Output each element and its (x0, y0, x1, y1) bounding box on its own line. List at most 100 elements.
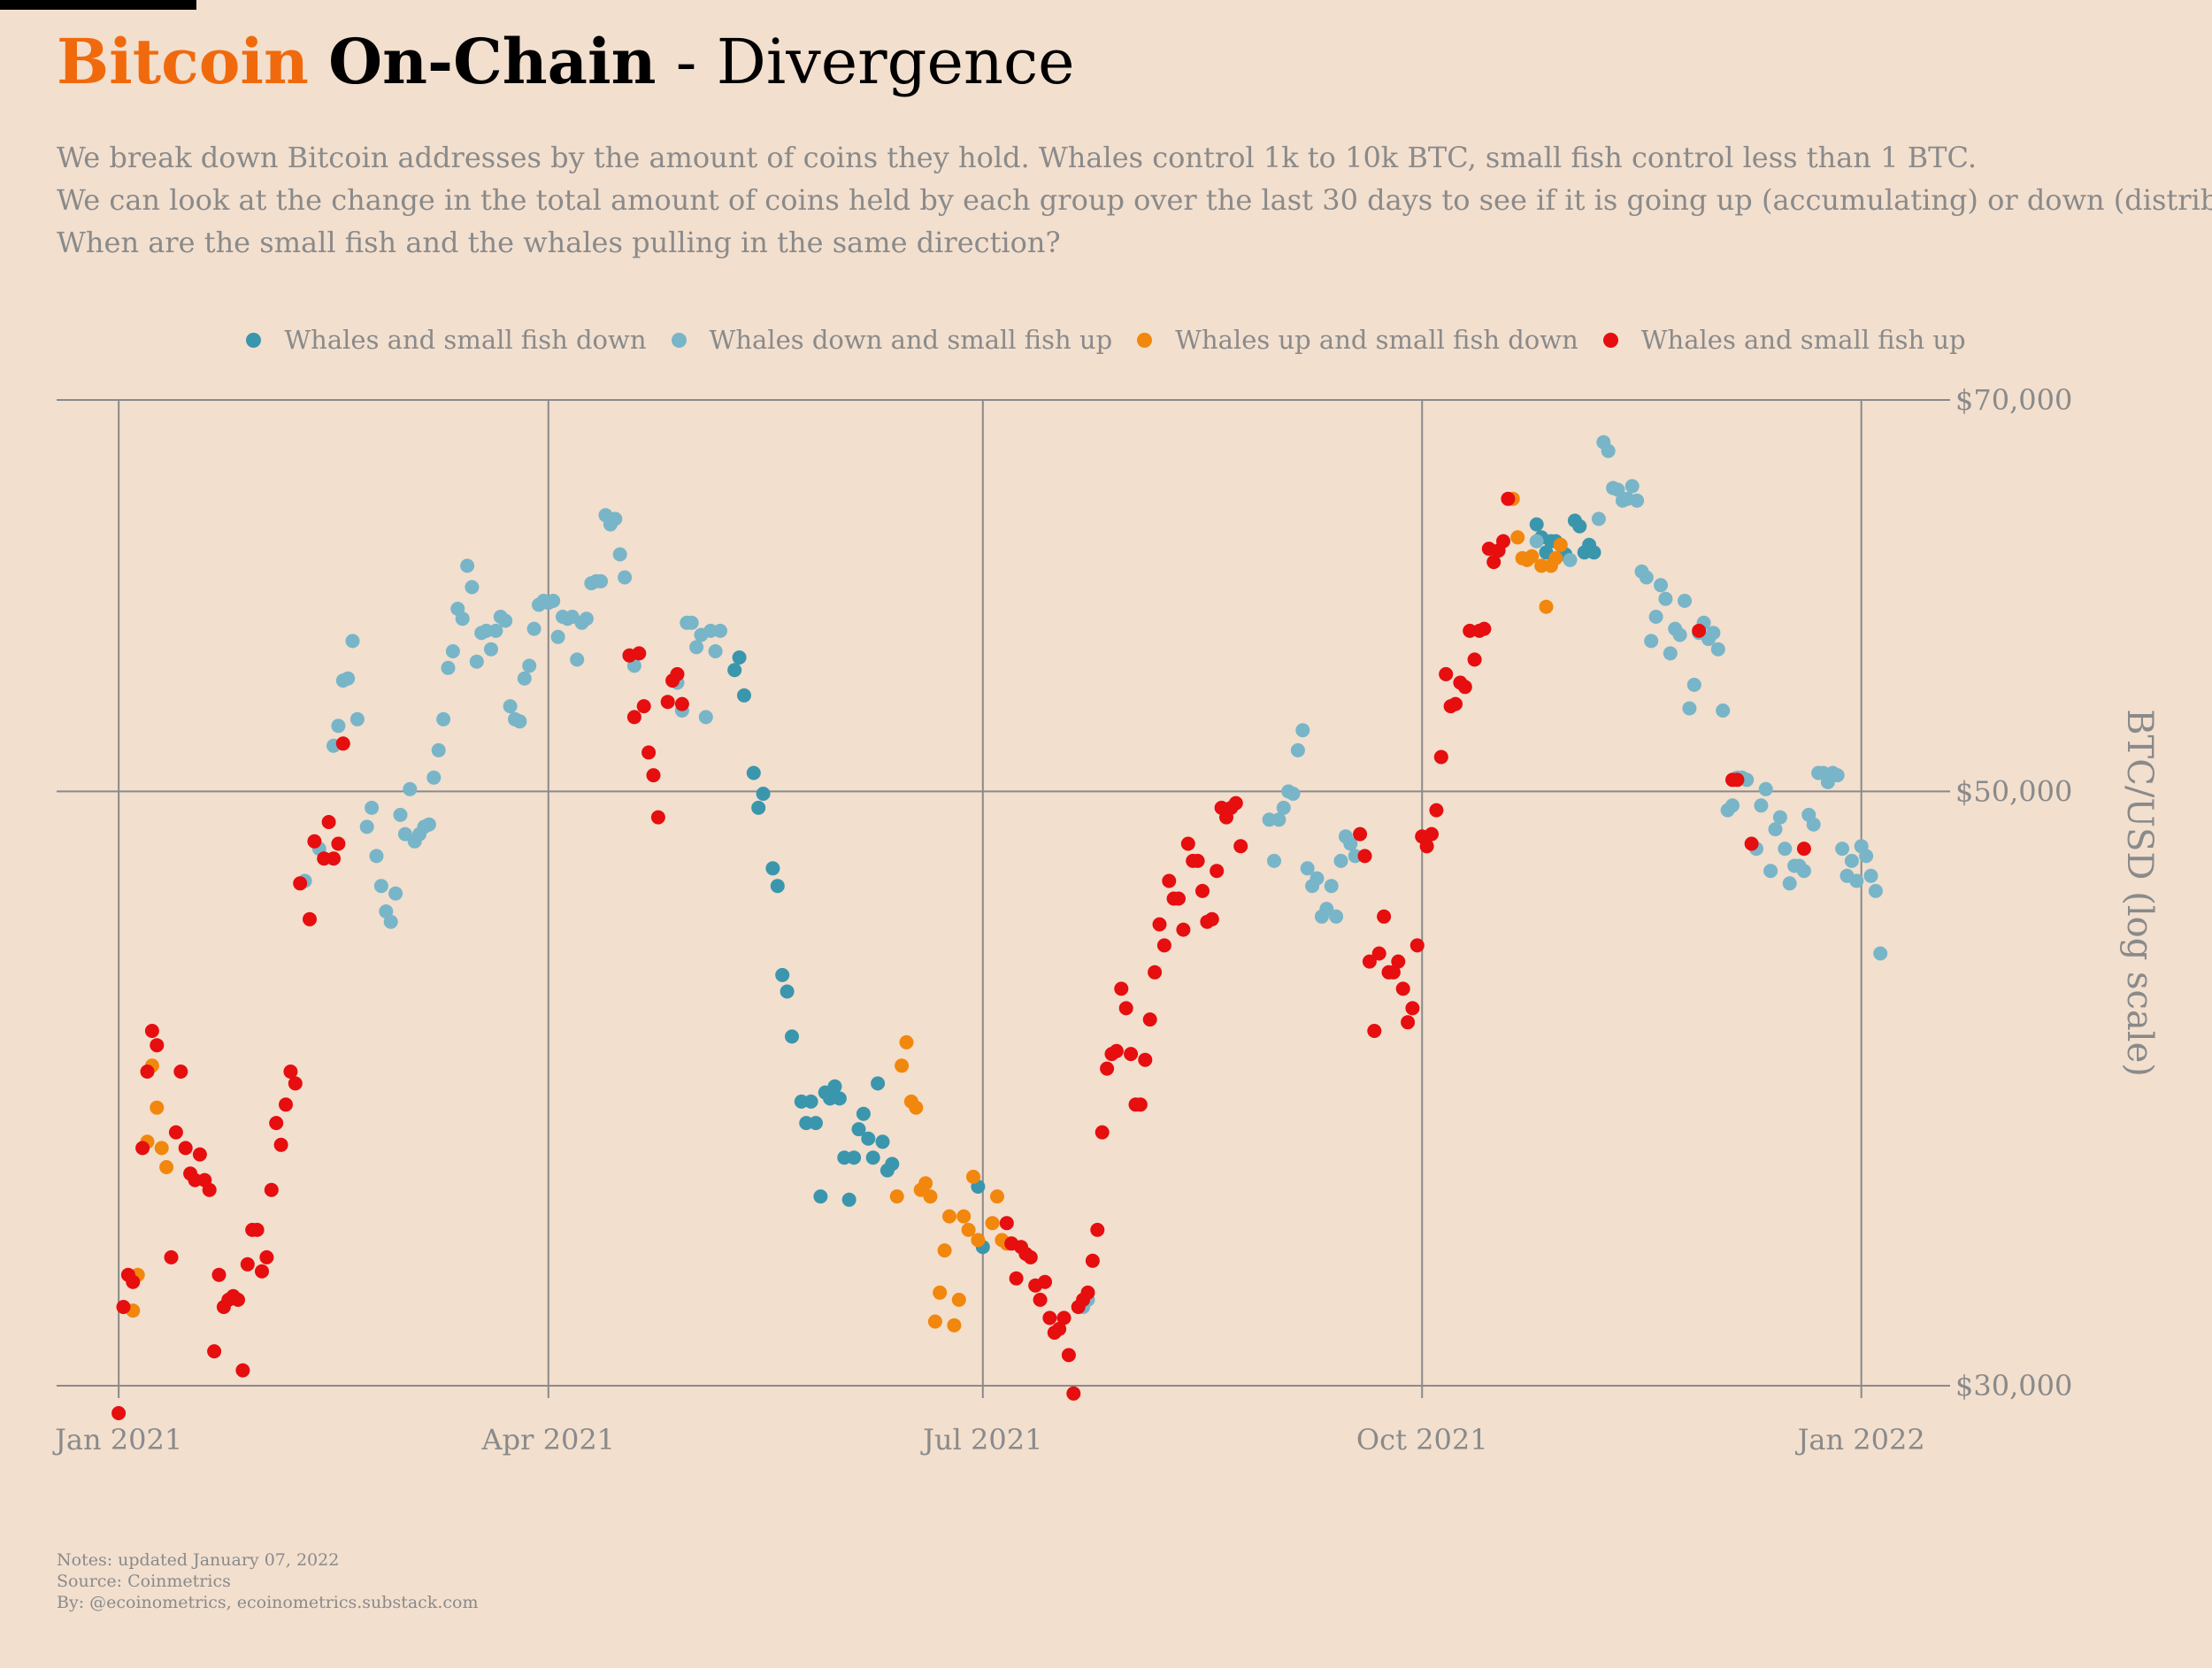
data-point (202, 1182, 217, 1197)
data-point (918, 1176, 933, 1191)
data-point (1329, 909, 1344, 924)
data-point (365, 800, 380, 815)
data-point (1768, 822, 1783, 837)
data-point (937, 1243, 952, 1258)
data-point (484, 642, 498, 657)
data-point (1725, 798, 1740, 813)
data-point (1844, 853, 1859, 868)
data-point (488, 623, 503, 638)
data-point (512, 714, 527, 729)
data-point (608, 511, 623, 527)
data-point (264, 1182, 279, 1197)
data-point (436, 711, 451, 726)
data-point (942, 1209, 956, 1224)
data-point (403, 781, 418, 796)
data-point (1835, 842, 1850, 857)
data-point (698, 710, 713, 725)
data-point (632, 646, 647, 661)
data-point (961, 1222, 976, 1237)
data-point (211, 1267, 227, 1282)
data-point (469, 654, 484, 669)
data-point (1682, 701, 1697, 716)
data-point (756, 787, 771, 801)
data-point (1553, 537, 1568, 552)
data-point (144, 1024, 159, 1038)
data-point (1176, 922, 1191, 937)
chart-legend: Whales and small fish down Whales down a… (0, 325, 2212, 355)
data-point (689, 640, 704, 655)
data-point (1868, 883, 1883, 898)
data-point (1433, 749, 1448, 765)
data-point (431, 742, 446, 757)
data-point (259, 1249, 274, 1264)
data-point (1190, 853, 1205, 868)
data-point (1386, 965, 1401, 980)
data-point (594, 573, 609, 588)
data-point (1052, 1321, 1067, 1336)
data-point (326, 851, 341, 866)
data-point (1624, 479, 1640, 494)
data-point (192, 1147, 207, 1162)
data-point (1601, 443, 1616, 458)
data-point (1782, 876, 1797, 891)
data-point (999, 1216, 1014, 1231)
data-point (1162, 873, 1177, 888)
data-point (856, 1106, 871, 1121)
data-point (933, 1285, 948, 1300)
data-point (1195, 883, 1210, 898)
data-point (1692, 623, 1707, 638)
data-point (168, 1125, 183, 1140)
data-point (813, 1189, 828, 1204)
data-point (526, 621, 541, 636)
data-point (250, 1222, 265, 1237)
data-point (1425, 826, 1439, 842)
title-bitcoin: Bitcoin (57, 25, 309, 98)
data-point (1419, 839, 1434, 854)
data-point (1716, 703, 1731, 718)
data-point (303, 911, 317, 926)
data-point (956, 1209, 972, 1224)
data-point (927, 1314, 942, 1329)
legend-label-whales-down-fish-up: Whales down and small fish up (709, 325, 1113, 355)
data-point (1859, 849, 1874, 864)
title-on-chain: On-Chain (328, 25, 657, 98)
data-point (1300, 861, 1315, 876)
data-point (708, 644, 723, 658)
data-point (899, 1034, 914, 1049)
data-point (1486, 555, 1502, 570)
y-tick-label: $30,000 (1955, 1369, 2072, 1403)
data-point (851, 1122, 866, 1137)
data-point (1156, 938, 1171, 953)
legend-marker-whales-up-fish-down (1137, 332, 1153, 348)
data-point (841, 1192, 856, 1207)
data-point (1290, 742, 1305, 757)
data-point (971, 1233, 986, 1248)
data-point (1525, 549, 1540, 564)
data-point (775, 967, 790, 982)
data-point (746, 765, 761, 780)
data-point (465, 580, 480, 595)
data-point (646, 768, 661, 783)
data-point (1572, 519, 1587, 534)
data-point (1610, 482, 1625, 497)
y-tick-label: $70,000 (1955, 383, 2072, 417)
data-point (1085, 1253, 1100, 1268)
data-point (1233, 839, 1248, 854)
x-tick-label: Jul 2021 (920, 1423, 1042, 1457)
data-point (159, 1160, 174, 1174)
data-point (1496, 534, 1510, 549)
data-point (1586, 545, 1601, 560)
data-point (1362, 954, 1377, 969)
data-point (1730, 773, 1745, 788)
data-point (1271, 812, 1286, 827)
data-point (770, 879, 785, 894)
data-point (636, 699, 651, 714)
data-point (732, 650, 747, 665)
data-point (388, 886, 403, 901)
data-point (331, 836, 346, 851)
data-point (269, 1116, 284, 1131)
data-point (345, 634, 360, 649)
data-point (455, 611, 470, 626)
data-point (1849, 873, 1864, 888)
data-point (1033, 1292, 1048, 1307)
